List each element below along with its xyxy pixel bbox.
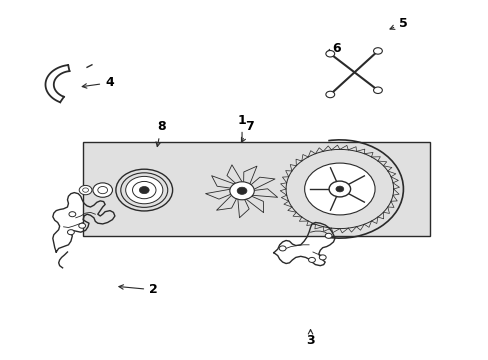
- Circle shape: [325, 50, 334, 57]
- Text: 4: 4: [82, 76, 114, 89]
- Circle shape: [279, 246, 285, 251]
- Circle shape: [328, 181, 350, 197]
- Circle shape: [304, 163, 374, 215]
- Text: 2: 2: [119, 283, 158, 296]
- Text: 8: 8: [156, 120, 165, 147]
- Circle shape: [139, 186, 149, 194]
- Circle shape: [67, 230, 74, 235]
- Circle shape: [79, 223, 85, 228]
- Circle shape: [121, 173, 167, 207]
- Circle shape: [237, 187, 246, 194]
- Circle shape: [325, 91, 334, 98]
- Text: 1: 1: [237, 114, 246, 139]
- Circle shape: [308, 257, 315, 262]
- Circle shape: [319, 255, 325, 260]
- Circle shape: [125, 176, 163, 204]
- Circle shape: [69, 212, 76, 217]
- Circle shape: [93, 183, 112, 197]
- Circle shape: [79, 185, 92, 195]
- Circle shape: [373, 48, 382, 54]
- Circle shape: [335, 186, 343, 192]
- Text: 5: 5: [389, 17, 407, 30]
- Circle shape: [229, 182, 254, 200]
- Circle shape: [325, 233, 331, 238]
- Text: 3: 3: [305, 329, 314, 347]
- Text: 6: 6: [325, 42, 341, 55]
- Text: 7: 7: [241, 120, 253, 142]
- Circle shape: [373, 87, 382, 94]
- Bar: [83, 142, 429, 236]
